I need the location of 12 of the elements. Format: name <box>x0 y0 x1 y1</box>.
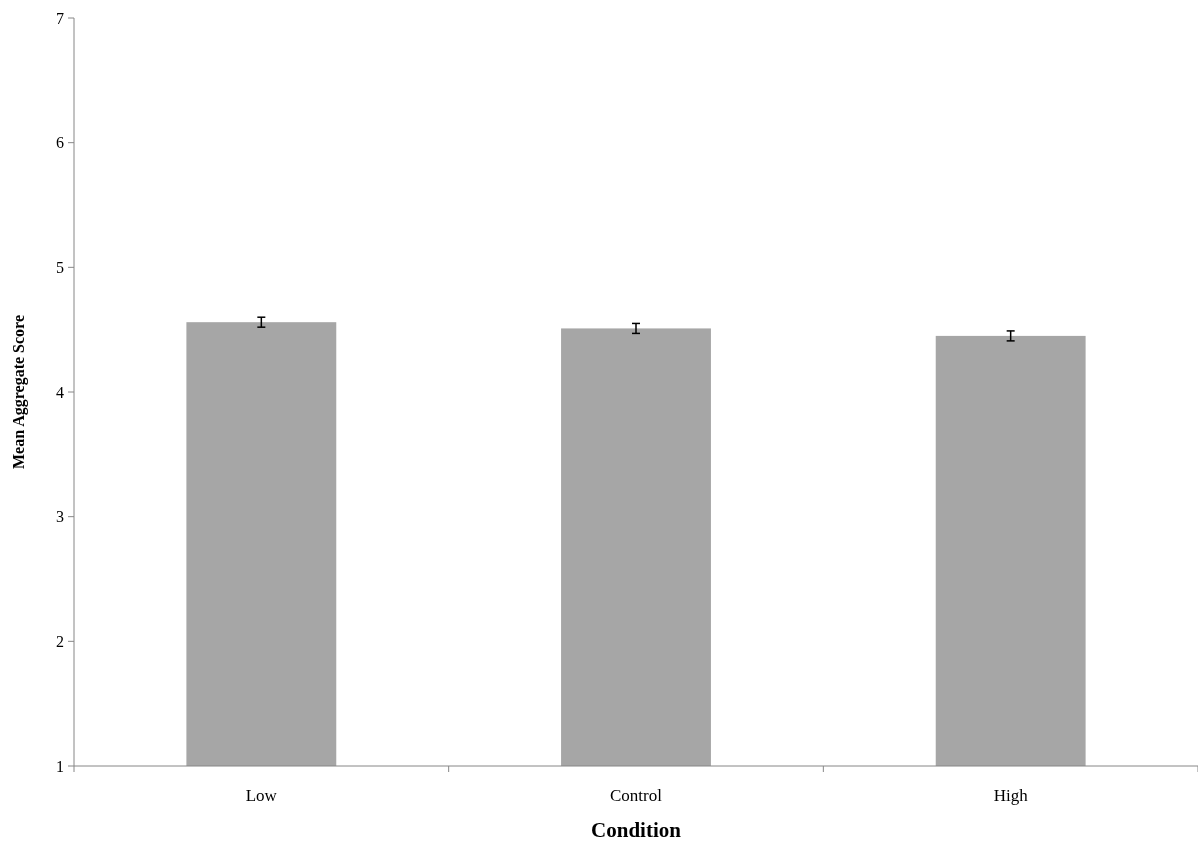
y-tick-label: 7 <box>56 9 64 27</box>
y-tick-label: 5 <box>56 258 64 276</box>
x-tick-label: High <box>993 786 1029 805</box>
x-tick-label: Low <box>245 786 278 805</box>
x-axis-title: Condition <box>591 818 682 842</box>
y-axis-title: Mean Aggregate Score <box>10 314 28 470</box>
x-tick-label: Control <box>610 786 663 805</box>
y-tick-label: 3 <box>56 508 64 526</box>
y-tick-label: 6 <box>56 134 64 152</box>
y-tick-label: 2 <box>56 632 64 650</box>
y-tick-label: 4 <box>56 383 64 401</box>
y-tick-label: 1 <box>56 757 64 775</box>
